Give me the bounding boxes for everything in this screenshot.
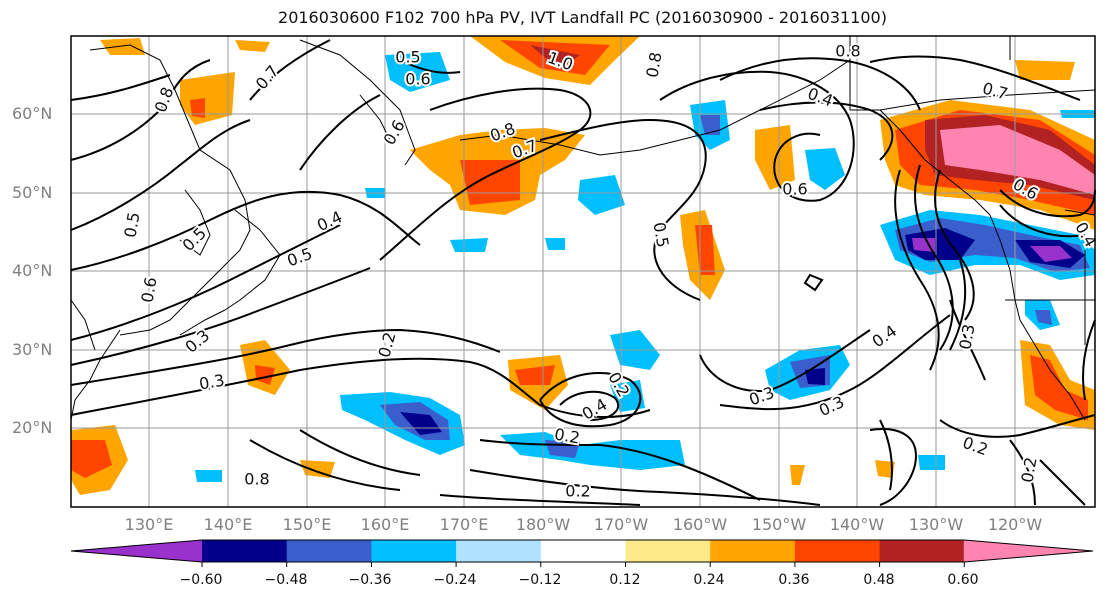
coastlines xyxy=(70,36,1096,421)
negative-anomaly xyxy=(912,238,935,252)
negative-anomaly xyxy=(578,175,625,215)
colorbar-tick-label: −0.12 xyxy=(518,572,562,588)
lon-label-120w: 120°W xyxy=(987,515,1043,534)
lat-label-20n: 20°N xyxy=(12,418,53,437)
negative-anomaly xyxy=(805,148,845,190)
negative-anomaly xyxy=(1030,246,1072,262)
colorbar-tick-label: −0.48 xyxy=(264,572,308,588)
positive-anomaly xyxy=(1030,355,1088,420)
contour-label: 0.5 xyxy=(395,48,420,67)
colorbar-tick-label: 0.12 xyxy=(609,572,641,588)
lon-label-170e: 170°E xyxy=(439,515,489,534)
shading-layer xyxy=(71,36,1095,495)
colorbar-bin xyxy=(625,540,711,562)
positive-anomaly xyxy=(460,160,520,205)
lon-label-130w: 130°W xyxy=(908,515,964,534)
colorbar-bin xyxy=(456,540,542,562)
negative-anomaly xyxy=(700,115,720,135)
colorbar-bin xyxy=(540,540,626,562)
lat-label-50n: 50°N xyxy=(12,183,53,202)
graticule xyxy=(71,36,1095,507)
colorbar-extend-high xyxy=(963,540,1093,562)
positive-anomaly xyxy=(100,38,145,55)
colorbar-bin xyxy=(202,540,288,562)
colorbar xyxy=(70,539,1094,567)
contour-label: 0.8 xyxy=(244,470,269,489)
colorbar-tick-label: 0.24 xyxy=(693,572,725,588)
pv-contours xyxy=(70,39,1096,506)
colorbar-bin xyxy=(879,540,965,562)
lon-label-150e: 150°E xyxy=(282,515,332,534)
lon-label-180w: 180°W xyxy=(515,515,571,534)
positive-anomaly xyxy=(515,365,555,385)
positive-anomaly xyxy=(71,440,112,478)
lat-label-30n: 30°N xyxy=(12,340,53,359)
negative-anomaly xyxy=(805,368,825,385)
contour-label: 0.6 xyxy=(782,180,807,199)
negative-anomaly xyxy=(385,52,450,92)
colorbar-tick-label: 0.36 xyxy=(778,572,810,588)
colorbar-tick-label: −0.24 xyxy=(433,572,477,588)
negative-anomaly xyxy=(1035,310,1052,325)
map-title: 2016030600 F102 700 hPa PV, IVT Landfall… xyxy=(278,8,887,27)
lat-label-40n: 40°N xyxy=(12,261,53,280)
positive-anomaly xyxy=(300,460,335,478)
negative-anomaly xyxy=(545,238,565,250)
positive-anomaly xyxy=(940,125,1095,195)
colorbar-bin xyxy=(371,540,457,562)
colorbar-bin xyxy=(794,540,881,562)
map-frame xyxy=(70,35,1096,508)
lat-label-60n: 60°N xyxy=(12,104,53,123)
positive-anomaly xyxy=(875,460,895,478)
lon-label-130e: 130°E xyxy=(124,515,174,534)
positive-anomaly xyxy=(235,40,270,52)
lon-label-140e: 140°E xyxy=(203,515,253,534)
lon-label-170w: 170°W xyxy=(593,515,649,534)
contour-label: 0.6 xyxy=(405,70,430,89)
negative-anomaly xyxy=(918,455,945,470)
contour-label: 0.2 xyxy=(565,482,590,501)
colorbar-bin xyxy=(286,540,372,562)
positive-anomaly xyxy=(255,365,275,385)
colorbar-tick-label: −0.36 xyxy=(348,572,392,588)
lon-label-150w: 150°W xyxy=(751,515,807,534)
positive-anomaly xyxy=(1015,60,1075,80)
lon-label-160w: 160°W xyxy=(672,515,728,534)
colorbar-tick-label: 0.60 xyxy=(947,572,979,588)
colorbar-bin xyxy=(710,540,796,562)
contour-label: 0.8 xyxy=(835,42,860,61)
negative-anomaly xyxy=(195,470,222,482)
negative-anomaly xyxy=(450,238,488,252)
lon-label-160e: 160°E xyxy=(360,515,410,534)
negative-anomaly xyxy=(400,412,442,435)
positive-anomaly xyxy=(790,465,805,485)
positive-anomaly xyxy=(190,98,205,118)
lon-label-140w: 140°W xyxy=(829,515,885,534)
colorbar-tick-label: 0.48 xyxy=(863,572,895,588)
colorbar-extend-low xyxy=(71,540,202,562)
colorbar-tick-label: −0.60 xyxy=(179,572,223,588)
